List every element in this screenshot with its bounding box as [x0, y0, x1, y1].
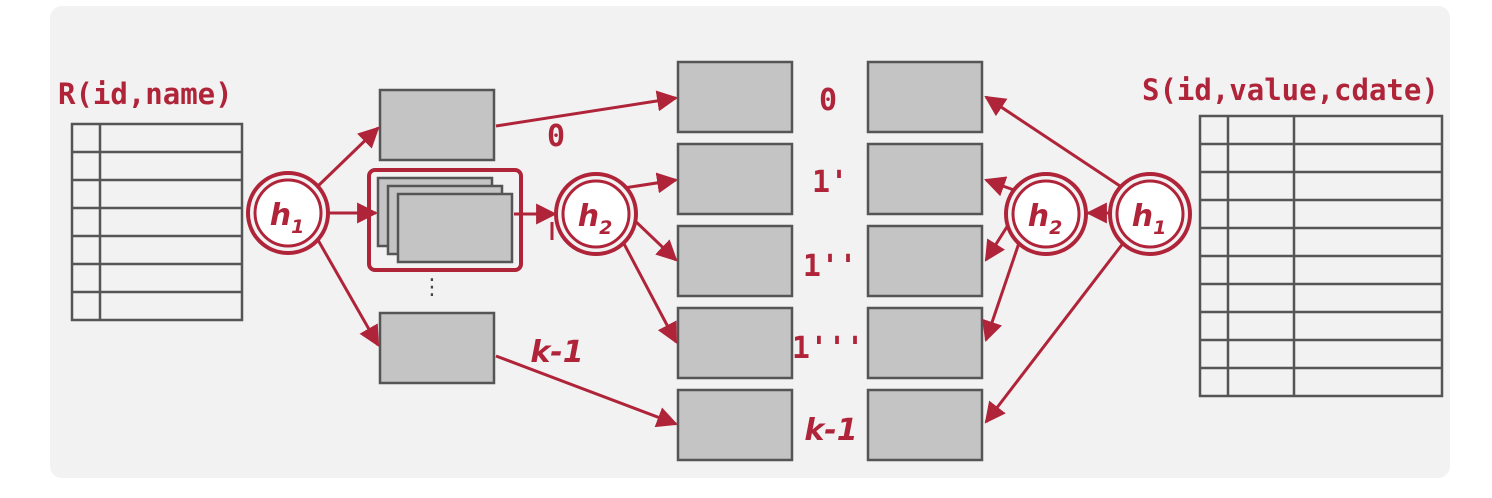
stage1-label-0: 0	[547, 119, 565, 154]
partition-s-1ppp	[866, 306, 984, 380]
hash-h1-left-sub: 1	[291, 216, 304, 238]
hash-h2-right-sub: 2	[1049, 217, 1062, 239]
flow-arrows	[316, 90, 1126, 428]
svg-text:h1: h1	[1132, 199, 1167, 239]
ellipsis-marker: ⋮	[421, 275, 443, 300]
partition-label-k-1: k-1	[804, 413, 857, 448]
partition-label-0: 0	[819, 83, 837, 118]
stage1-bucket-k-1	[378, 311, 496, 385]
arrow-bucketk-to-pk	[495, 354, 678, 428]
partition-label-1pp: 1''	[803, 249, 857, 284]
arrow-h1l-to-bucket0	[316, 126, 380, 188]
svg-text:h2: h2	[1028, 199, 1063, 239]
arrow-h2r-to-s1pp	[984, 221, 1012, 262]
partition-s-0	[866, 60, 984, 134]
partition-r-1pp	[676, 224, 794, 298]
relation-s-table	[1198, 114, 1444, 398]
hash-node-h1-left: h1	[246, 171, 330, 255]
stage1-label-k-1: k-1	[530, 335, 583, 370]
hash-h2-left-base: h	[578, 199, 599, 234]
partition-r-1p	[676, 142, 794, 216]
hash-h2-right-base: h	[1028, 199, 1049, 234]
arrow-h2l-to-p1pp	[628, 214, 678, 262]
relation-s-label: S(id,value,cdate)	[1142, 73, 1439, 107]
arrow-h2r-to-s1ppp	[982, 239, 1022, 342]
partition-r-0	[676, 60, 794, 134]
svg-text:h2: h2	[578, 199, 613, 239]
stage1-bucket-0	[378, 88, 496, 162]
hash-node-h1-right: h1	[1108, 172, 1192, 256]
hash-h1-right-sub: 1	[1153, 217, 1166, 239]
partition-s-k-1	[866, 388, 984, 462]
svg-text:h1: h1	[270, 198, 305, 238]
overflow-page-3	[396, 192, 514, 264]
hash-node-h2-left: h2	[554, 172, 638, 256]
hash-h2-left-sub: 2	[599, 217, 612, 239]
hash-node-h2-right: h2	[1004, 172, 1088, 256]
arrow-h2l-to-p1p	[623, 172, 679, 194]
partition-r-1ppp	[676, 306, 794, 380]
arrow-h1l-to-bucketk	[316, 239, 380, 347]
partition-r-k-1	[676, 388, 794, 462]
hash-h1-right-base: h	[1132, 199, 1153, 234]
partition-label-1ppp: 1'''	[792, 331, 864, 366]
relation-r-label: R(id,name)	[58, 77, 233, 111]
hash-h1-left-base: h	[270, 198, 291, 233]
arrow-h1r-to-sk	[984, 241, 1126, 424]
relation-r-table	[70, 122, 244, 322]
arrow-h1r-to-s0	[984, 95, 1121, 188]
partition-label-1p: 1'	[812, 165, 848, 200]
partition-s-1p	[866, 142, 984, 216]
arrow-bucket0-to-p0	[495, 90, 679, 128]
partition-s-1pp	[866, 224, 984, 298]
arrow-h2l-to-p1ppp	[620, 239, 678, 344]
arrow-h2r-to-s1p	[984, 176, 1015, 197]
